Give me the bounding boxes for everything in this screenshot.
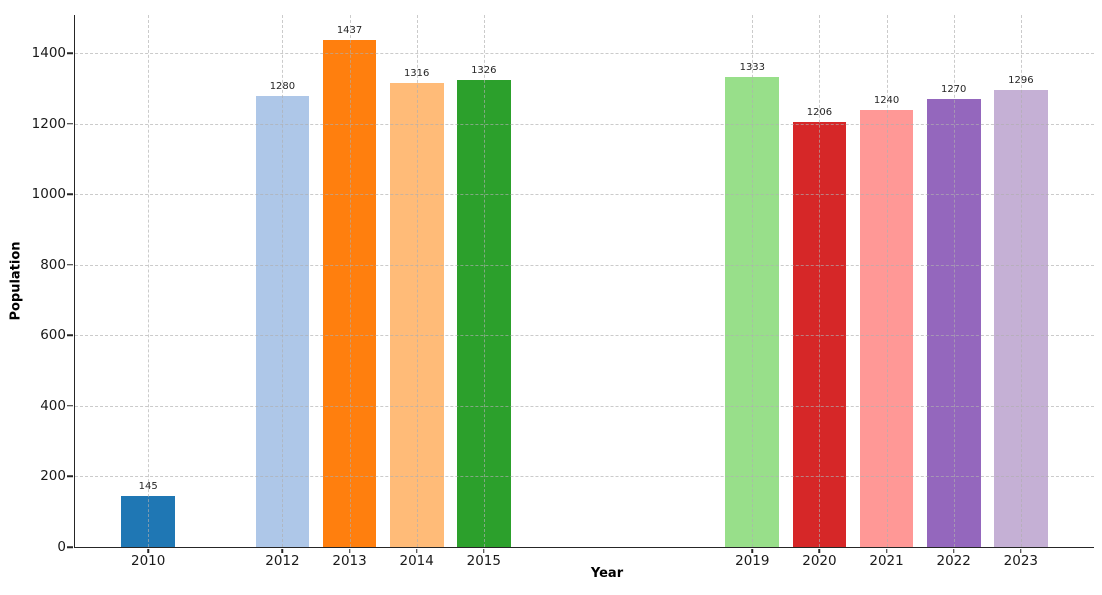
x-tick-label: 2021 — [869, 553, 904, 569]
x-tick-mark — [751, 548, 754, 554]
x-tick-label: 2023 — [1003, 553, 1039, 569]
bar-2023 — [993, 90, 1048, 547]
x-tick-label: 2013 — [332, 553, 367, 569]
x-tick-mark — [348, 548, 351, 554]
y-tick-mark — [67, 405, 73, 407]
y-tick-mark — [67, 475, 73, 478]
y-tick-mark — [67, 193, 73, 196]
bar-value-label: 1333 — [739, 62, 766, 74]
x-tick-mark — [1020, 548, 1022, 554]
plot-area: 0 200 400 600 800 1000 1200 1400 2010 2012 2013 201… — [32, 15, 1094, 569]
x-tick-mark — [952, 548, 955, 554]
x-tick-mark — [885, 548, 888, 554]
x-tick-label: 2020 — [802, 553, 837, 569]
bar-value-label: 1270 — [940, 84, 967, 96]
bar-2019 — [725, 77, 780, 547]
y-tick-label: 400 — [40, 397, 66, 414]
y-tick-mark — [67, 334, 73, 337]
bar-2021 — [859, 109, 914, 547]
y-tick-label: 0 — [57, 539, 66, 555]
x-tick-mark — [818, 548, 821, 554]
horizontal-gridline — [75, 53, 1094, 55]
y-tick-label: 600 — [40, 327, 66, 344]
bar-value-label: 1437 — [336, 25, 363, 37]
vertical-gridline — [148, 15, 150, 547]
x-tick-mark — [281, 548, 284, 554]
y-tick-mark — [67, 123, 73, 125]
bar-2020 — [792, 121, 847, 547]
x-tick-mark — [483, 548, 485, 554]
y-tick-label: 800 — [40, 256, 66, 273]
bar-2012 — [255, 95, 310, 547]
bar-2022 — [926, 99, 981, 547]
bar-value-label: 145 — [138, 480, 158, 492]
bar-value-label: 1326 — [471, 64, 497, 76]
y-tick-mark — [67, 546, 73, 548]
y-tick-mark — [67, 264, 73, 266]
x-tick-label: 2012 — [265, 553, 300, 569]
x-tick-label: 2015 — [466, 553, 501, 569]
bar-2014 — [389, 83, 444, 547]
x-tick-mark — [147, 548, 149, 554]
y-tick-label: 200 — [40, 468, 66, 485]
bar-value-label: 1316 — [403, 68, 430, 80]
bar-2013 — [322, 40, 377, 547]
y-tick-label: 1000 — [31, 186, 66, 203]
bar-2015 — [456, 79, 511, 547]
y-tick-label: 1400 — [31, 45, 66, 62]
x-tick-label: 2014 — [399, 553, 434, 569]
x-tick-label: 2010 — [130, 553, 166, 569]
x-tick-label: 2019 — [735, 553, 770, 569]
bar-value-label: 1206 — [806, 106, 833, 118]
x-tick-mark — [415, 548, 418, 554]
bar-value-label: 1280 — [269, 80, 296, 92]
bar-value-label: 1296 — [1008, 75, 1034, 87]
y-axis-title: Population — [8, 241, 24, 321]
y-tick-label: 1200 — [31, 115, 66, 132]
bar-value-label: 1240 — [873, 94, 900, 106]
x-tick-label: 2022 — [936, 553, 971, 569]
bar-2010 — [121, 495, 175, 547]
x-axis-title: Year — [590, 566, 624, 581]
y-tick-mark — [67, 52, 73, 55]
